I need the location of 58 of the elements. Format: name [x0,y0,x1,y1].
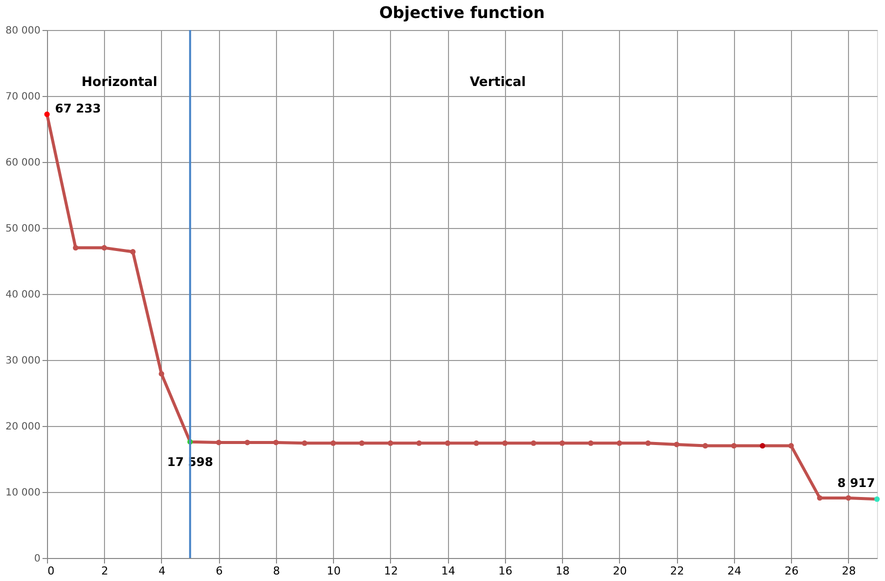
x-tick-label: 22 [670,564,684,578]
chart-title: Objective function [379,3,545,22]
x-tick-label: 18 [556,564,570,578]
point [302,440,308,446]
point [388,440,394,446]
point [530,440,536,446]
point [444,440,450,446]
point [559,440,565,446]
point [588,440,594,446]
point [44,112,50,117]
point [760,443,766,449]
y-tick-label: 0 [34,554,40,564]
x-tick-label: 12 [384,564,398,578]
x-tick-label: 4 [158,564,166,578]
annotation: Horizontal [82,74,158,90]
point [616,440,622,446]
y-tick-label: 10 000 [6,488,40,498]
point [702,443,708,449]
point [874,496,880,502]
y-tick-label: 30 000 [6,356,40,366]
point [645,440,651,446]
data-label: 67 233 [55,101,101,116]
point [474,440,480,446]
y-tick-label: 60 000 [6,158,40,168]
point [846,495,852,501]
y-tick-label: 40 000 [6,290,40,300]
x-tick-label: 2 [101,564,108,578]
x-tick-label: 24 [727,564,742,578]
x-tick-label: 28 [842,564,856,578]
point [158,371,164,377]
point [216,440,222,446]
point [102,245,107,251]
x-tick-label: 0 [48,564,54,578]
data-label: 8 917 [837,476,875,490]
point [330,440,336,446]
annotation: Vertical [470,74,526,90]
point [817,495,822,501]
x-tick-label: 10 [326,564,341,578]
point [502,440,508,446]
y-tick-label: 50 000 [6,224,40,234]
y-tick-label: 20 000 [6,422,40,432]
y-tick-label: 80 000 [6,26,40,36]
point [273,440,279,446]
point [244,440,250,446]
point [359,440,365,446]
x-tick-label: 6 [216,564,223,578]
point [416,440,422,446]
x-tick-label: 26 [784,564,799,578]
point [72,245,78,251]
point [130,249,136,254]
x-tick-label: 14 [441,564,456,578]
x-tick-label: 8 [272,564,280,578]
y-tick-label: 70 000 [6,92,40,102]
point [788,443,794,449]
x-tick-label: 20 [612,564,627,578]
point [731,443,737,449]
point [674,442,680,448]
x-tick-label: 16 [498,564,512,578]
